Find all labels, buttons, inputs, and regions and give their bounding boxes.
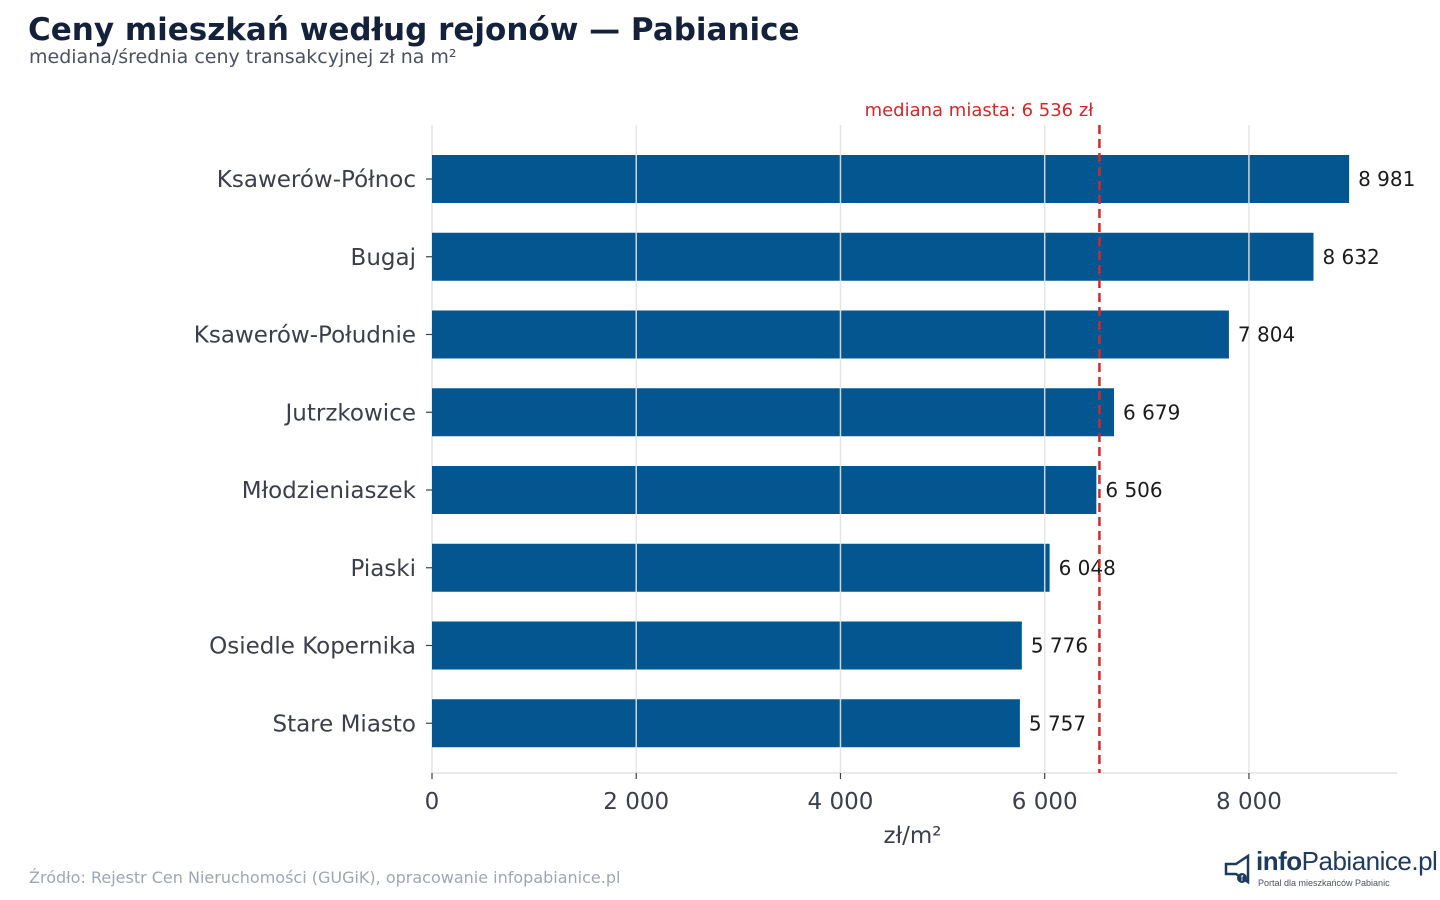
x-tick-label: 0 xyxy=(425,789,440,815)
category-label: Osiedle Kopernika xyxy=(209,634,416,660)
chart-subtitle: mediana/średnia ceny transakcyjnej zł na… xyxy=(29,46,457,68)
category-label: Jutrzkowice xyxy=(284,400,416,426)
x-tick-label: 4 000 xyxy=(808,789,874,815)
value-label: 6 679 xyxy=(1123,400,1180,424)
bar xyxy=(432,388,1115,437)
x-tick-label: 8 000 xyxy=(1216,789,1282,815)
x-tick-label: 6 000 xyxy=(1012,789,1078,815)
bar xyxy=(432,699,1020,748)
svg-text:f: f xyxy=(1241,874,1244,883)
value-label: 6 506 xyxy=(1105,478,1162,502)
bar xyxy=(432,543,1050,592)
bar xyxy=(432,155,1350,203)
bar xyxy=(432,232,1314,281)
category-label: Ksawerów-Północ xyxy=(217,167,416,193)
bar xyxy=(432,466,1097,514)
category-label: Bugaj xyxy=(351,245,416,271)
bar xyxy=(432,310,1229,359)
category-label: Młodzieniaszek xyxy=(242,478,417,504)
logo-tagline: Portal dla mieszkańców Pabianic xyxy=(1258,878,1390,888)
value-label: 6 048 xyxy=(1059,556,1116,580)
category-label: Ksawerów-Południe xyxy=(194,323,416,349)
chart-title: Ceny mieszkań według rejonów — Pabianice xyxy=(28,12,800,48)
value-label: 7 804 xyxy=(1238,323,1295,347)
median-reference-label: mediana miasta: 6 536 zł xyxy=(865,100,1095,121)
value-label: 5 757 xyxy=(1029,711,1086,735)
category-label: Piaski xyxy=(350,556,416,582)
value-label: 5 776 xyxy=(1031,634,1088,658)
logo-brand: Pabianice.pl xyxy=(1301,846,1438,876)
bar xyxy=(432,621,1022,670)
x-axis-title: zł/m² xyxy=(884,823,942,849)
value-label: 8 632 xyxy=(1322,245,1379,269)
logo-info: info xyxy=(1256,846,1302,876)
value-label: 8 981 xyxy=(1358,167,1415,191)
infopabianice-logo[interactable]: f infoPabianice.pl Portal dla mieszkańcó… xyxy=(1222,846,1438,892)
category-label: Stare Miasto xyxy=(272,711,416,737)
x-tick-label: 2 000 xyxy=(603,789,669,815)
logo-wordmark: infoPabianice.pl xyxy=(1256,846,1438,877)
megaphone-icon: f xyxy=(1224,853,1250,885)
source-note: Źródło: Rejestr Cen Nieruchomości (GUGiK… xyxy=(29,868,621,887)
